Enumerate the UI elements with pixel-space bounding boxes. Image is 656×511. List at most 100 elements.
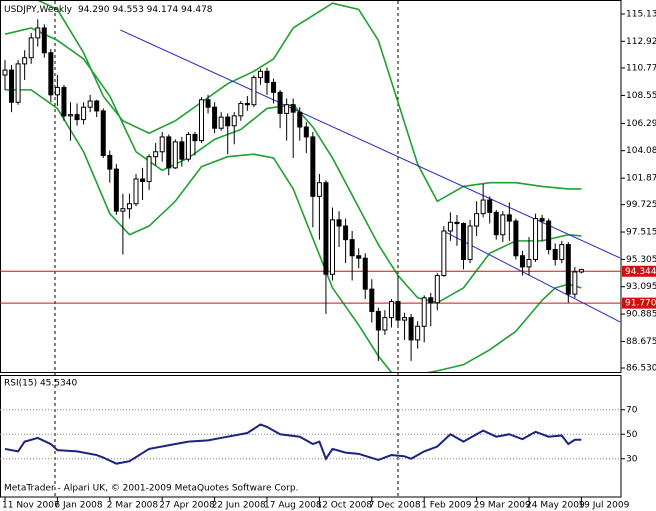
y-tick-label: 106.290 xyxy=(626,119,656,129)
candle-body xyxy=(185,133,191,160)
candle-body xyxy=(244,102,250,106)
candle-body xyxy=(539,218,545,222)
candle-body xyxy=(474,213,480,227)
candle-body xyxy=(212,106,218,129)
candle-body xyxy=(513,220,519,257)
candle-body xyxy=(81,106,87,121)
candle-body xyxy=(284,104,290,114)
candle-body xyxy=(500,214,506,236)
candle-body xyxy=(15,63,21,103)
candle-body xyxy=(199,99,204,142)
y-tick-label: 104.085 xyxy=(626,146,656,156)
bollinger-band xyxy=(37,1,582,203)
candle-body xyxy=(565,244,571,295)
candle-body xyxy=(506,214,512,222)
candle-body xyxy=(87,100,93,108)
candle-body xyxy=(153,151,159,158)
candle-body xyxy=(441,230,447,277)
candle-body xyxy=(369,288,375,312)
candle-body xyxy=(316,182,322,197)
y-tick-label: 86.530 xyxy=(626,363,656,373)
candle-body xyxy=(467,225,473,260)
price-plot xyxy=(0,1,621,372)
candle-body xyxy=(362,257,368,290)
candle-body xyxy=(68,114,73,117)
x-tick-label: 17 Aug 2008 xyxy=(264,501,322,511)
price-level-label: 94.344 xyxy=(625,267,656,277)
candle-body xyxy=(395,301,401,321)
candle-body xyxy=(257,70,263,78)
candle-body xyxy=(578,269,584,273)
candle-body xyxy=(9,69,15,103)
x-tick-label: 2 Mar 2008 xyxy=(107,501,159,511)
x-tick-label: 19 Jul 2009 xyxy=(578,501,629,511)
x-tick-label: 24 May 2009 xyxy=(526,501,585,511)
candle-body xyxy=(493,211,499,236)
candle-body xyxy=(461,223,466,260)
rsi-tick-label: 30 xyxy=(626,454,638,464)
candle-body xyxy=(552,249,558,260)
x-tick-label: 6 Jan 2008 xyxy=(54,501,102,511)
candle-body xyxy=(2,69,8,76)
trendline xyxy=(444,231,621,323)
rsi-tick-label: 70 xyxy=(626,405,638,415)
candle-body xyxy=(35,27,41,39)
candle-body xyxy=(408,317,414,341)
y-tick-label: 88.675 xyxy=(626,337,656,347)
candle-body xyxy=(231,115,237,127)
candle-body xyxy=(159,136,165,153)
candle-body xyxy=(126,203,132,210)
bollinger-band xyxy=(5,89,582,372)
x-tick-label: 27 Apr 2008 xyxy=(159,501,215,511)
bollinger-band xyxy=(4,27,582,304)
candle-body xyxy=(559,244,565,260)
candle-body xyxy=(290,104,296,113)
rsi-line xyxy=(4,423,582,465)
y-tick-label: 97.515 xyxy=(626,228,656,238)
rsi-plot xyxy=(0,409,621,465)
candle-body xyxy=(172,141,178,169)
price-level-tag xyxy=(622,265,656,277)
axes: 115.130 112.925 110.770 108.550 106.290 104.0… xyxy=(2,9,656,511)
candle-body xyxy=(349,239,355,257)
candle-body xyxy=(140,178,146,182)
candle-body xyxy=(179,141,185,160)
candle-body xyxy=(133,178,139,205)
y-tick-label: 115.130 xyxy=(626,9,656,19)
candle-body xyxy=(225,116,231,127)
candle-body xyxy=(120,208,126,212)
candle-body xyxy=(271,81,277,93)
footer: MetaTrader - Alpari UK, © 2001-2009 Meta… xyxy=(4,484,298,494)
candle-body xyxy=(218,116,224,129)
candle-body xyxy=(238,102,244,117)
candle-body xyxy=(533,218,539,260)
candle-body xyxy=(388,301,394,319)
candle-body xyxy=(251,76,257,106)
candle-body xyxy=(487,199,493,213)
chart-title: USDJPY,Weekly xyxy=(4,5,73,15)
main-panel-frame xyxy=(0,0,622,373)
candle-body xyxy=(297,111,303,128)
y-tick-label: 93.095 xyxy=(626,282,656,292)
price-level-tag xyxy=(622,297,656,309)
y-tick-label: 95.305 xyxy=(626,255,656,265)
candle-body xyxy=(402,317,408,321)
y-tick-label: 101.870 xyxy=(626,174,656,184)
candle-body xyxy=(546,220,552,251)
candle-body xyxy=(192,133,198,142)
x-tick-label: 29 Mar 2009 xyxy=(474,501,531,511)
candle-body xyxy=(22,57,28,65)
candle-body xyxy=(572,271,578,295)
rsi-panel-frame xyxy=(0,375,622,498)
rsi-title: RSI(15) 45.5340 xyxy=(4,379,77,389)
candle-body xyxy=(41,27,47,54)
candle-body xyxy=(526,258,532,268)
x-tick-label: 12 Oct 2008 xyxy=(316,501,372,511)
candle-body xyxy=(447,221,453,232)
x-tick-label: 7 Dec 2008 xyxy=(369,501,421,511)
price-level-label: 91.770 xyxy=(625,299,656,309)
y-tick-label: 90.885 xyxy=(626,310,656,320)
chart-header: USDJPY,Weekly 94.290 94.553 94.174 94.478 xyxy=(4,5,213,15)
candle-body xyxy=(343,225,349,241)
